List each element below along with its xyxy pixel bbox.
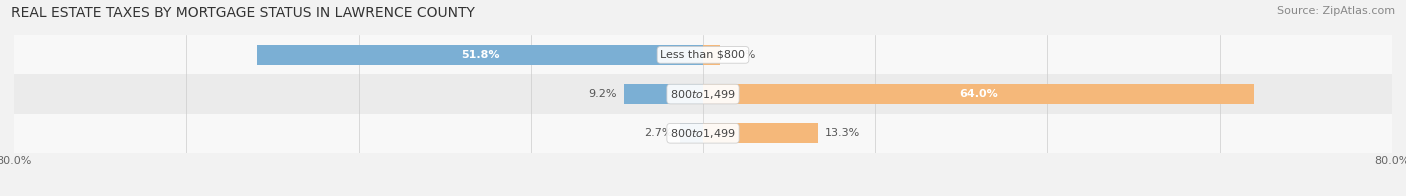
Text: 9.2%: 9.2% [588,89,617,99]
Text: 13.3%: 13.3% [824,128,859,138]
Bar [14,114,1392,153]
Bar [703,45,720,65]
Bar [14,74,1392,114]
Text: $800 to $1,499: $800 to $1,499 [671,127,735,140]
Text: 2.0%: 2.0% [727,50,755,60]
Text: 2.7%: 2.7% [644,128,673,138]
Text: REAL ESTATE TAXES BY MORTGAGE STATUS IN LAWRENCE COUNTY: REAL ESTATE TAXES BY MORTGAGE STATUS IN … [11,6,475,20]
Bar [14,35,1392,74]
Text: 51.8%: 51.8% [461,50,499,60]
Bar [679,123,703,143]
Bar [703,123,817,143]
Bar [703,84,1254,104]
Text: 64.0%: 64.0% [959,89,998,99]
Text: Source: ZipAtlas.com: Source: ZipAtlas.com [1277,6,1395,16]
Text: $800 to $1,499: $800 to $1,499 [671,88,735,101]
Bar [257,45,703,65]
Bar [624,84,703,104]
Text: Less than $800: Less than $800 [661,50,745,60]
